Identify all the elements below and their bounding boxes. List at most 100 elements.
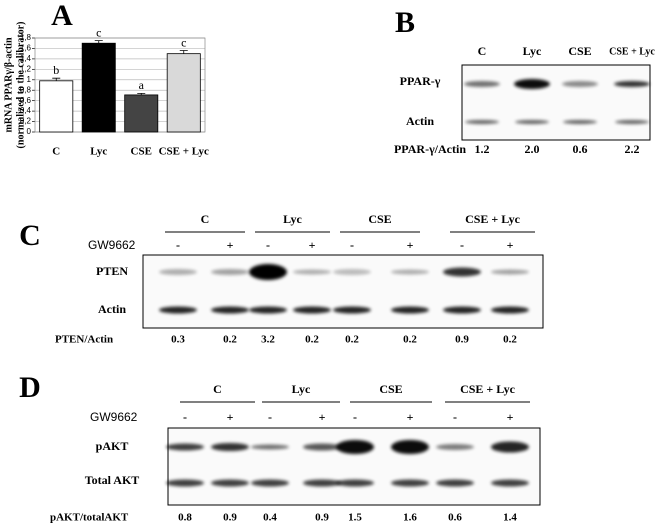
group-label: CSE + Lyc [460, 382, 516, 396]
significance-letter: c [181, 35, 186, 49]
ratio-value: 0.3 [171, 334, 185, 346]
sign-label: + [407, 410, 414, 424]
lane-label: C [478, 44, 487, 58]
y-tick-label: 1,6 [20, 44, 32, 53]
blot-band [436, 479, 474, 487]
group-label: C [201, 212, 210, 226]
blot-band [159, 306, 197, 314]
blot-band [211, 479, 249, 487]
blot-band [211, 443, 249, 451]
sign-label: + [319, 410, 326, 424]
ratio-value: 1.5 [348, 512, 362, 524]
sign-label: - [460, 238, 464, 252]
panel-label: A [51, 0, 73, 32]
x-tick-label: Lyc [90, 146, 107, 158]
ratio-value: 1.6 [403, 512, 417, 524]
blot-band [166, 479, 204, 487]
sign-label: + [309, 238, 316, 252]
blot-band [391, 440, 429, 454]
bar [166, 53, 201, 133]
blot-band [211, 306, 249, 314]
ratio-value: 0.6 [573, 142, 588, 156]
row-label: Actin [406, 114, 434, 128]
ratio-value: 0.2 [503, 334, 517, 346]
group-label: CSE [379, 382, 402, 396]
plot-frame [34, 37, 206, 133]
blot-band [391, 269, 429, 275]
row-label: Total AKT [85, 473, 140, 487]
blot-band [514, 79, 550, 89]
blot-frame [167, 427, 541, 506]
blot-band [293, 306, 331, 314]
treatment-label: GW9662 [90, 410, 138, 424]
blot-band [336, 479, 374, 487]
blot-band [303, 443, 341, 451]
ratio-value: 0.2 [223, 334, 237, 346]
error-bar [179, 50, 188, 54]
y-tick-label: 0 [27, 127, 32, 136]
ratio-value: 2.0 [525, 142, 540, 156]
blot-band [211, 269, 249, 275]
sign-label: - [266, 238, 270, 252]
group-label: CSE [368, 212, 391, 226]
ratio-value: 3.2 [261, 334, 275, 346]
blot-band [491, 441, 529, 453]
lane-label: Lyc [523, 44, 542, 58]
bar [124, 94, 159, 133]
blot-band [293, 269, 331, 275]
sign-label: - [353, 410, 357, 424]
blot-band [465, 120, 499, 124]
ratio-value: 1.4 [503, 512, 517, 524]
blot-frame [142, 254, 544, 329]
blot-band [249, 306, 287, 314]
blot-frame [461, 64, 651, 141]
blot-band [614, 81, 650, 87]
blot-band [436, 444, 474, 450]
blot-band [303, 479, 341, 487]
lane-label: CSE + Lyc [609, 46, 655, 57]
ratio-label: pAKT/totalAKT [50, 512, 129, 524]
x-tick-label: C [52, 146, 60, 158]
y-tick-label: 0,8 [20, 85, 32, 94]
sign-label: + [507, 410, 514, 424]
sign-label: - [350, 238, 354, 252]
ratio-value: 0.4 [263, 512, 277, 524]
blot-band [615, 120, 649, 124]
sign-label: - [183, 410, 187, 424]
ratio-value: 0.9 [223, 512, 237, 524]
blot-band [562, 81, 598, 87]
blot-band [333, 269, 371, 275]
blot-band [464, 81, 500, 87]
blot-band [336, 440, 374, 454]
significance-letter: a [139, 78, 145, 92]
sign-label: - [453, 410, 457, 424]
sign-label: + [507, 238, 514, 252]
treatment-label: GW9662 [88, 238, 136, 252]
blot-band [491, 269, 529, 275]
group-label: CSE + Lyc [465, 212, 521, 226]
row-label: PPAR-γ [400, 74, 441, 88]
row-label: pAKT [96, 439, 129, 453]
error-bar [52, 77, 61, 81]
ratio-label: PTEN/Actin [55, 334, 113, 346]
group-label: Lyc [292, 382, 311, 396]
blot-band [166, 443, 204, 451]
blot-band [249, 264, 287, 280]
row-label: Actin [98, 302, 126, 316]
ratio-value: 0.9 [455, 334, 469, 346]
sign-label: - [268, 410, 272, 424]
blot-band [491, 306, 529, 314]
lane-label: CSE [568, 44, 591, 58]
y-tick-label: 0,2 [20, 117, 32, 126]
panel-label: D [19, 371, 41, 404]
ratio-value: 0.2 [403, 334, 417, 346]
sign-label: + [227, 238, 234, 252]
y-axis-title: (normalized to the calibrator) [15, 22, 26, 149]
ratio-value: 0.2 [345, 334, 359, 346]
group-label: Lyc [283, 212, 302, 226]
blot-band [391, 479, 429, 487]
ratio-value: 2.2 [625, 142, 640, 156]
ratio-value: 1.2 [475, 142, 490, 156]
error-bar [94, 40, 103, 44]
